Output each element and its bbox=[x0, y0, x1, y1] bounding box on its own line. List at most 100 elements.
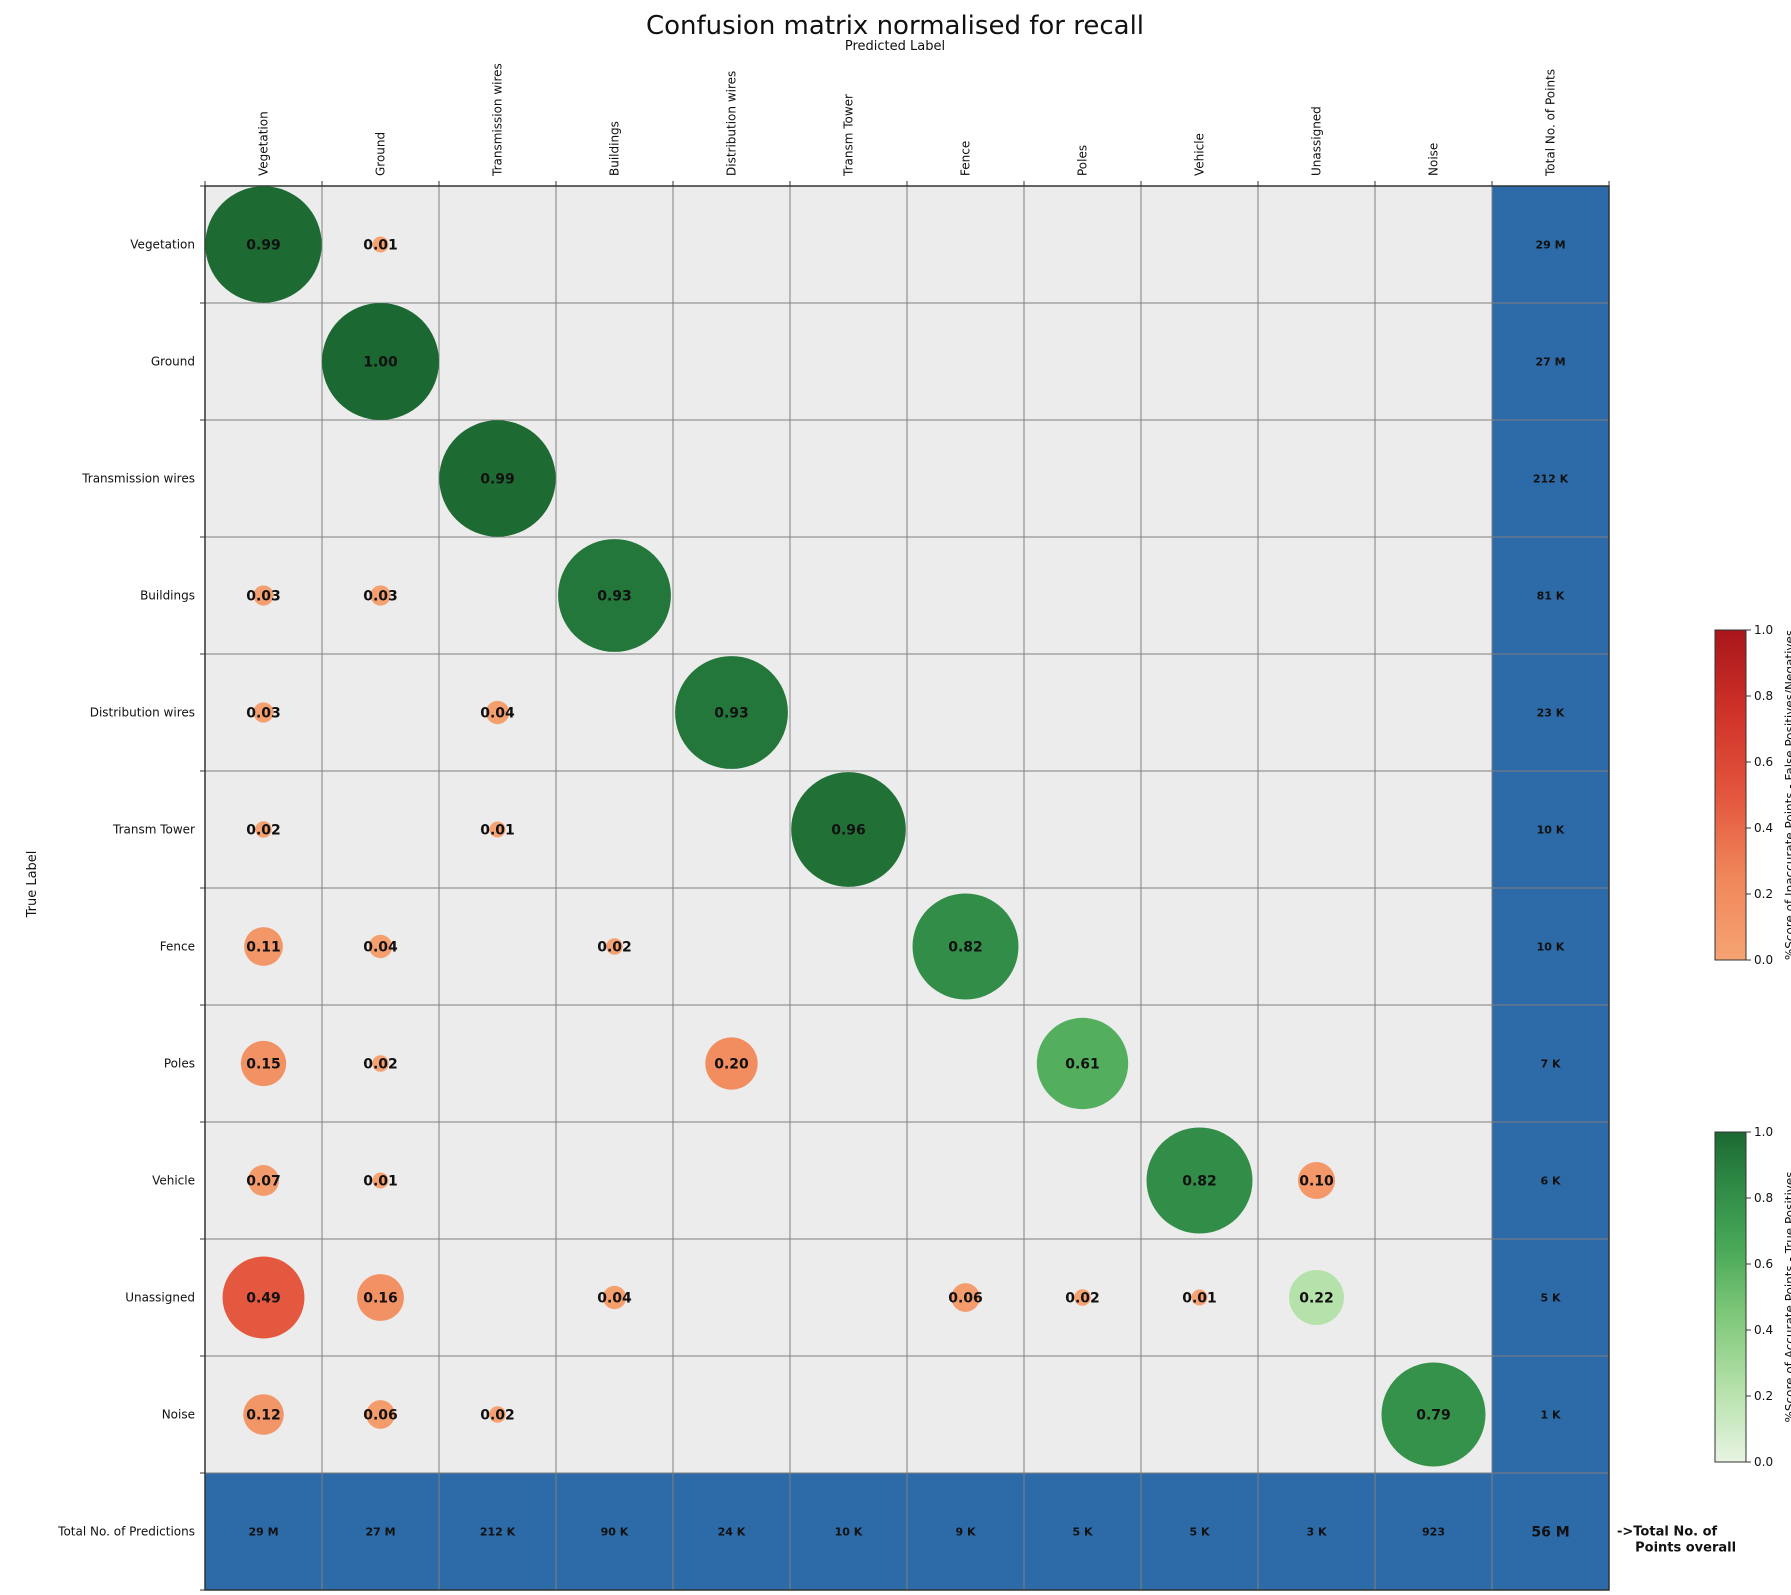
misclassification-bubble bbox=[1191, 1289, 1208, 1306]
cell-value-label: 0.11 bbox=[246, 940, 281, 956]
matrix-cell bbox=[672, 770, 791, 889]
matrix-cell bbox=[1023, 887, 1142, 1006]
matrix-cell bbox=[906, 770, 1025, 889]
matrix-cell bbox=[1257, 536, 1376, 655]
colorbar-tick-label: 0.8 bbox=[1754, 1191, 1773, 1205]
matrix-cell bbox=[438, 1004, 557, 1123]
x-axis-label: Predicted Label bbox=[845, 39, 945, 54]
x-tick-label: Poles bbox=[1076, 145, 1090, 176]
cell-value-label: 0.82 bbox=[1182, 1174, 1217, 1190]
misclassification-bubble bbox=[253, 585, 274, 606]
x-tick-label: Buildings bbox=[608, 121, 622, 176]
column-total-label: 27 M bbox=[365, 1526, 395, 1539]
matrix-cell bbox=[1257, 1355, 1376, 1474]
matrix-cell bbox=[789, 1121, 908, 1240]
cell-value-label: 0.15 bbox=[246, 1057, 281, 1073]
matrix-cell bbox=[672, 1121, 791, 1240]
matrix-cell bbox=[1023, 185, 1142, 304]
row-total-label: 29 M bbox=[1535, 239, 1565, 252]
matrix-cell bbox=[1257, 653, 1376, 772]
colorbar-tick-label: 0.2 bbox=[1754, 887, 1773, 901]
total-cell bbox=[438, 1472, 557, 1591]
cell-value-label: 0.02 bbox=[1065, 1291, 1100, 1307]
cell-value-label: 0.93 bbox=[597, 589, 632, 605]
cell-value-label: 0.03 bbox=[246, 589, 281, 605]
y-tick-label: Vegetation bbox=[130, 238, 195, 252]
cell-value-label: 0.79 bbox=[1416, 1408, 1451, 1424]
matrix-cell bbox=[555, 1121, 674, 1240]
misclassification-bubble bbox=[1074, 1289, 1091, 1306]
matrix-cell bbox=[906, 185, 1025, 304]
cell-value-label: 0.99 bbox=[480, 472, 515, 488]
row-total-label: 212 K bbox=[1533, 473, 1569, 486]
colorbar-tick-label: 1.0 bbox=[1754, 623, 1773, 637]
cell-value-label: 0.06 bbox=[948, 1291, 983, 1307]
x-tick-label: Transm Tower bbox=[842, 94, 856, 177]
matrix-cell bbox=[1140, 185, 1259, 304]
true-positive-bubble bbox=[675, 656, 788, 769]
misclassification-bubble bbox=[366, 1400, 395, 1429]
y-tick-label: Total No. of Predictions bbox=[57, 1525, 195, 1539]
misclassification-bubble bbox=[370, 585, 391, 606]
cell-value-label: 0.82 bbox=[948, 940, 983, 956]
cell-value-label: 0.06 bbox=[363, 1408, 398, 1424]
true-positive-bubble bbox=[558, 539, 671, 652]
matrix-cell bbox=[1140, 419, 1259, 538]
matrix-cell bbox=[906, 1004, 1025, 1123]
misclassification-bubble bbox=[243, 1394, 284, 1435]
cell-value-label: 0.02 bbox=[597, 940, 632, 956]
cell-value-label: 0.07 bbox=[246, 1174, 281, 1190]
total-cell bbox=[1491, 1238, 1610, 1357]
matrix-cell bbox=[321, 419, 440, 538]
row-total-label: 7 K bbox=[1540, 1058, 1560, 1071]
colorbar-tick-label: 0.4 bbox=[1754, 1323, 1773, 1337]
matrix-cell bbox=[789, 302, 908, 421]
misclassification-bubble bbox=[951, 1283, 980, 1312]
column-total-label: 29 M bbox=[248, 1526, 278, 1539]
matrix-cell bbox=[555, 653, 674, 772]
total-cell bbox=[672, 1472, 791, 1591]
matrix-cell bbox=[1023, 1121, 1142, 1240]
misclassification-bubble bbox=[222, 1256, 305, 1339]
misclassification-bubble bbox=[705, 1037, 758, 1090]
y-tick-label: Distribution wires bbox=[90, 706, 195, 720]
cell-value-label: 1.00 bbox=[363, 355, 398, 371]
matrix-cell bbox=[672, 536, 791, 655]
cell-value-label: 0.01 bbox=[1182, 1291, 1217, 1307]
total-cell bbox=[1491, 1004, 1610, 1123]
matrix-cell bbox=[1023, 302, 1142, 421]
cell-value-label: 0.10 bbox=[1299, 1174, 1334, 1190]
matrix-cell bbox=[1023, 1355, 1142, 1474]
matrix-cell bbox=[321, 770, 440, 889]
colorbar-tick-label: 0.6 bbox=[1754, 1257, 1773, 1271]
matrix-cell bbox=[672, 419, 791, 538]
y-tick-label: Poles bbox=[164, 1057, 195, 1071]
x-tick-label: Transmission wires bbox=[491, 63, 505, 177]
misclassification-bubble bbox=[1298, 1162, 1335, 1199]
misclassification-bubble bbox=[357, 1274, 404, 1321]
true-positive-bubble bbox=[912, 893, 1019, 1000]
misclassification-bubble bbox=[253, 702, 274, 723]
column-total-label: 90 K bbox=[601, 1526, 629, 1539]
y-tick-label: Fence bbox=[160, 940, 195, 954]
misclassification-bubble bbox=[489, 821, 506, 838]
total-cell bbox=[1491, 1121, 1610, 1240]
cell-value-label: 0.03 bbox=[246, 706, 281, 722]
matrix-cell bbox=[906, 1121, 1025, 1240]
matrix-cell bbox=[438, 536, 557, 655]
misclassification-bubble bbox=[248, 1165, 279, 1196]
colorbar-tick-label: 1.0 bbox=[1754, 1125, 1773, 1139]
matrix-cell bbox=[789, 185, 908, 304]
y-tick-label: Unassigned bbox=[125, 1291, 195, 1305]
matrix-cell bbox=[1374, 653, 1493, 772]
misclassification-bubble bbox=[489, 1406, 506, 1423]
matrix-cell bbox=[1374, 1238, 1493, 1357]
total-cell bbox=[1491, 536, 1610, 655]
matrix-cell bbox=[438, 887, 557, 1006]
matrix-cell bbox=[1374, 419, 1493, 538]
x-tick-label: Distribution wires bbox=[725, 71, 739, 176]
matrix-cell bbox=[1023, 653, 1142, 772]
misclassification-bubble bbox=[372, 236, 389, 253]
